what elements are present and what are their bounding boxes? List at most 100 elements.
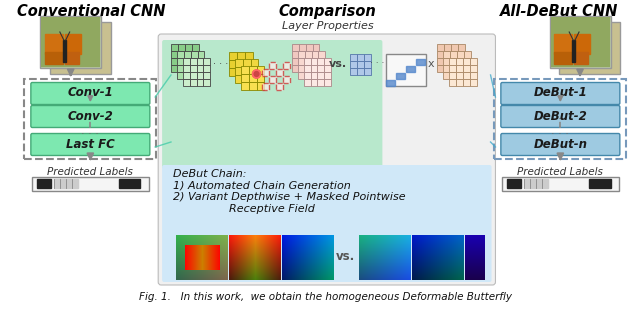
FancyBboxPatch shape <box>559 22 620 74</box>
Bar <box>237 52 244 60</box>
FancyBboxPatch shape <box>31 105 150 128</box>
Bar <box>241 82 249 90</box>
Bar <box>438 51 444 58</box>
Bar <box>178 44 185 51</box>
FancyBboxPatch shape <box>40 16 101 68</box>
Bar <box>276 83 283 90</box>
FancyBboxPatch shape <box>158 34 495 285</box>
Bar <box>235 59 243 67</box>
Bar <box>171 44 178 51</box>
Bar <box>189 79 196 86</box>
Bar <box>457 51 464 58</box>
Text: x: x <box>428 59 434 69</box>
Bar <box>444 65 451 72</box>
FancyBboxPatch shape <box>387 54 426 86</box>
Bar <box>444 58 451 65</box>
Bar <box>299 51 306 58</box>
Bar <box>249 82 257 90</box>
Bar <box>312 51 319 58</box>
Bar <box>299 44 306 51</box>
Bar <box>456 72 463 79</box>
Bar <box>191 58 198 65</box>
Bar <box>177 72 184 79</box>
Bar <box>444 72 450 79</box>
Bar <box>243 59 251 67</box>
Bar <box>37 179 51 188</box>
Bar <box>243 67 251 75</box>
Text: · · ·: · · · <box>212 59 228 69</box>
FancyBboxPatch shape <box>501 82 620 105</box>
Bar <box>357 61 364 68</box>
Text: vs.: vs. <box>329 59 347 69</box>
Bar <box>319 65 325 72</box>
Bar <box>237 68 244 76</box>
Bar <box>317 72 324 79</box>
Bar <box>306 44 312 51</box>
Bar <box>319 58 325 65</box>
Bar <box>449 79 456 86</box>
Bar <box>269 62 276 69</box>
Text: Fig. 1.   In this work,  we obtain the homogeneous Deformable Butterfly: Fig. 1. In this work, we obtain the homo… <box>139 292 512 302</box>
Bar <box>65 34 81 54</box>
Bar <box>184 65 191 72</box>
FancyBboxPatch shape <box>501 134 620 155</box>
Bar <box>198 65 204 72</box>
Bar <box>241 74 249 82</box>
Bar <box>65 52 79 64</box>
Bar <box>191 72 198 79</box>
Bar <box>456 65 463 72</box>
Bar <box>574 34 590 54</box>
Bar <box>464 72 471 79</box>
Bar <box>406 66 415 72</box>
Bar <box>451 44 458 51</box>
Text: Comparison: Comparison <box>278 4 376 19</box>
Bar <box>324 72 332 79</box>
Bar <box>184 72 191 79</box>
Bar <box>470 79 477 86</box>
Bar <box>364 61 371 68</box>
Bar <box>444 65 450 72</box>
Bar <box>304 58 310 65</box>
Bar <box>257 66 264 74</box>
Bar <box>251 75 259 83</box>
Bar <box>283 76 290 83</box>
Bar <box>438 58 444 65</box>
Bar <box>299 65 306 72</box>
Bar <box>304 79 310 86</box>
Bar <box>444 58 450 65</box>
Bar <box>350 68 357 75</box>
Bar <box>183 65 189 72</box>
Bar <box>317 79 324 86</box>
Circle shape <box>253 70 260 78</box>
Bar <box>317 58 324 65</box>
Bar <box>310 58 317 65</box>
Bar <box>189 72 196 79</box>
Bar <box>235 67 243 75</box>
Bar <box>305 51 312 58</box>
Bar <box>319 51 325 58</box>
Bar <box>450 72 457 79</box>
Bar <box>463 79 470 86</box>
Text: DeBut Chain:
1) Automated Chain Generation
2) Variant Depthwise + Masked Pointwi: DeBut Chain: 1) Automated Chain Generati… <box>173 169 406 214</box>
Bar <box>524 179 548 188</box>
Bar <box>45 52 63 64</box>
Bar <box>317 65 324 72</box>
Bar <box>306 65 312 72</box>
Bar <box>449 65 456 72</box>
FancyBboxPatch shape <box>550 17 609 67</box>
Bar <box>450 58 457 65</box>
Bar <box>191 58 198 65</box>
Bar <box>292 58 299 65</box>
Bar <box>249 66 257 74</box>
Bar <box>119 179 141 188</box>
FancyBboxPatch shape <box>162 40 382 169</box>
Bar <box>251 59 259 67</box>
Bar <box>244 68 253 76</box>
Bar <box>298 58 305 65</box>
Bar <box>243 75 251 83</box>
Bar <box>444 44 451 51</box>
Bar <box>574 52 588 64</box>
Bar <box>464 51 471 58</box>
Bar <box>364 68 371 75</box>
Bar <box>229 52 237 60</box>
